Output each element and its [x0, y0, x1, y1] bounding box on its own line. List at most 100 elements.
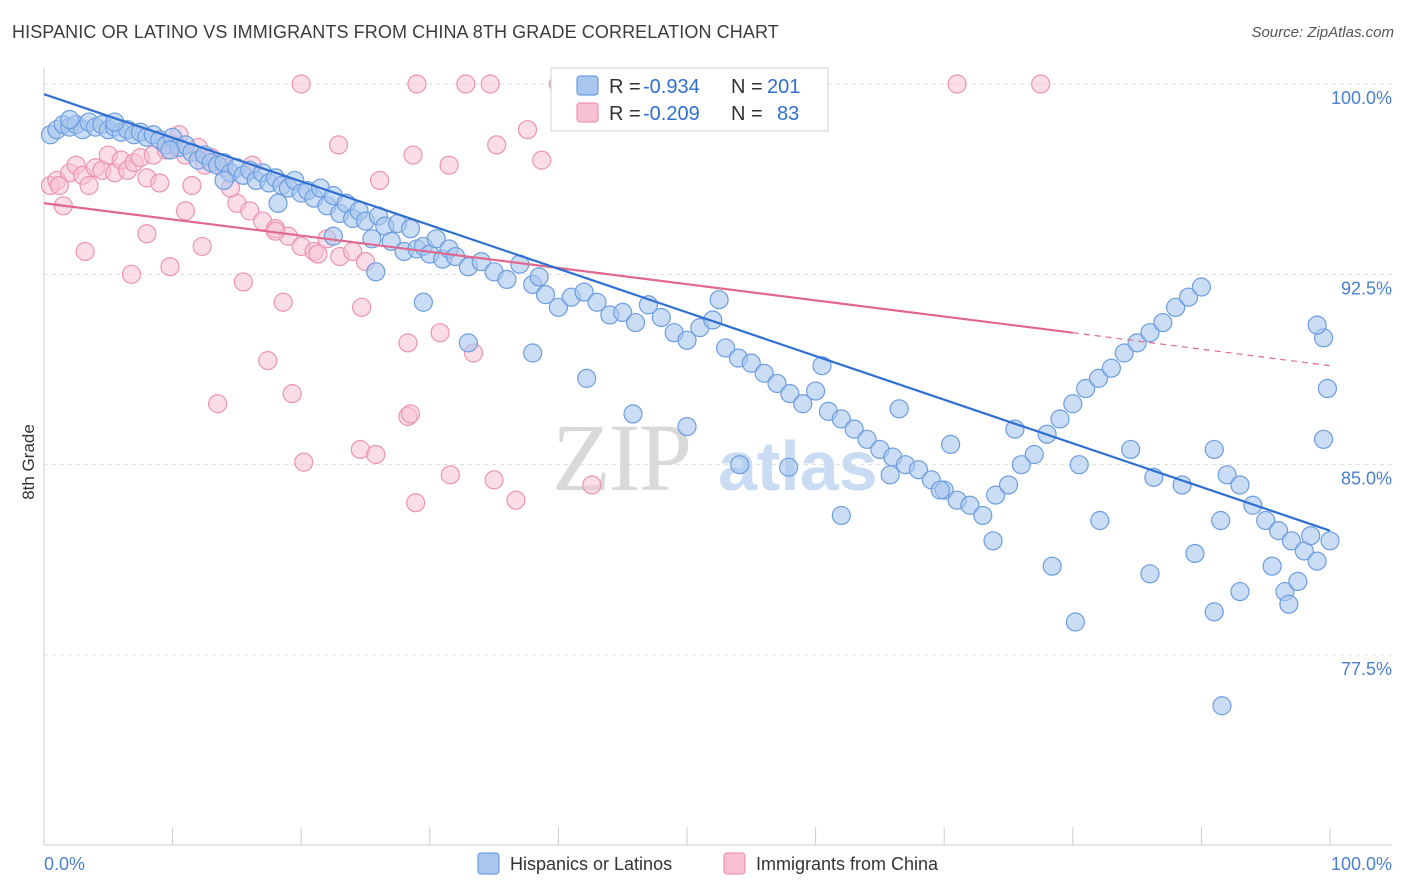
bottom-legend-label-hispanics: Hispanics or Latinos	[510, 854, 672, 874]
point-china-69	[400, 404, 421, 424]
point-china-58	[480, 74, 500, 94]
point-china-46	[398, 333, 418, 353]
point-hispanic-122	[1204, 439, 1224, 460]
point-china-49	[328, 135, 349, 155]
legend-r-value-1: -0.934	[643, 76, 700, 98]
stats-legend: R = -0.934 N = 201 R = -0.209 N = 83	[550, 67, 829, 132]
point-hispanic-113	[1088, 368, 1109, 388]
legend-swatch-china	[576, 102, 599, 123]
point-hispanic-133	[709, 290, 729, 310]
trend-line-hispanic	[43, 93, 1331, 532]
point-china-17	[150, 173, 170, 193]
point-hispanic-169	[523, 343, 543, 363]
legend-n-value-1: 201	[767, 76, 800, 98]
series-hispanics-or-latinos	[40, 109, 1340, 716]
point-hispanic-140	[1172, 475, 1192, 495]
point-hispanic-149	[1307, 315, 1327, 335]
point-hispanic-121	[1191, 277, 1212, 297]
point-hispanic-104	[973, 505, 993, 526]
point-hispanic-77	[625, 312, 646, 333]
point-hispanic-56	[400, 219, 421, 239]
point-hispanic-73	[574, 282, 594, 302]
point-hispanic-76	[613, 302, 633, 322]
point-hispanic-160	[983, 531, 1003, 551]
point-hispanic-93	[831, 409, 851, 429]
point-china-45	[352, 297, 372, 317]
point-hispanic-130	[1307, 551, 1327, 571]
y-axis-title: 8th Grade	[19, 424, 38, 500]
point-china-73	[406, 493, 426, 513]
point-hispanic-156	[1185, 543, 1205, 564]
point-china-63	[258, 351, 278, 371]
point-hispanic-128	[1281, 531, 1302, 551]
point-china-54	[517, 120, 538, 140]
point-hispanic-123	[1217, 465, 1237, 485]
point-china-6	[79, 175, 99, 196]
point-hispanic-71	[548, 297, 569, 317]
point-hispanic-114	[1101, 358, 1121, 378]
point-hispanic-106	[998, 475, 1019, 495]
legend-n-value-2: 83	[777, 103, 799, 125]
point-hispanic-165	[730, 455, 750, 475]
point-china-61	[1031, 74, 1051, 94]
legend-r-label-1: R =	[609, 76, 641, 98]
point-hispanic-107	[1011, 455, 1031, 475]
point-china-28	[240, 201, 260, 221]
point-hispanic-79	[651, 307, 671, 328]
point-hispanic-167	[623, 404, 643, 424]
point-hispanic-115	[1114, 343, 1134, 363]
point-china-56	[407, 74, 427, 94]
legend-n-label-2: N =	[731, 103, 763, 125]
point-hispanic-168	[577, 368, 597, 388]
point-china-64	[282, 384, 302, 404]
point-hispanic-138	[1069, 455, 1089, 475]
bottom-legend-label-china: Immigrants from China	[756, 854, 939, 874]
point-hispanic-99	[908, 460, 929, 480]
point-hispanic-136	[941, 434, 961, 454]
point-hispanic-91	[805, 381, 826, 401]
point-china-47	[430, 323, 450, 343]
point-hispanic-60	[426, 229, 446, 249]
point-china-65	[294, 452, 314, 472]
grid-layer	[44, 83, 1392, 656]
point-hispanic-176	[160, 140, 180, 160]
series-legend: Hispanics or Latinos Immigrants from Chi…	[477, 852, 939, 875]
point-china-81	[49, 175, 70, 196]
point-hispanic-151	[1204, 602, 1224, 622]
trend-lines	[43, 93, 1331, 532]
y-tick-label-2: 92.5%	[1341, 278, 1392, 298]
point-hispanic-146	[1313, 429, 1334, 449]
point-hispanic-178	[60, 109, 80, 130]
point-hispanic-90	[793, 394, 813, 414]
point-hispanic-132	[529, 267, 549, 287]
watermark-zip: ZIP	[552, 404, 690, 511]
point-hispanic-94	[844, 419, 864, 439]
point-china-43	[273, 292, 293, 312]
chart-title: HISPANIC OR LATINO VS IMMIGRANTS FROM CH…	[12, 22, 779, 42]
point-hispanic-173	[323, 226, 343, 246]
bottom-legend-swatch-hispanics	[477, 852, 500, 875]
point-hispanic-170	[458, 333, 478, 353]
point-china-74	[506, 490, 526, 510]
point-hispanic-126	[1256, 510, 1276, 531]
point-hispanic-112	[1076, 378, 1096, 399]
point-hispanic-127	[1268, 521, 1289, 541]
point-hispanic-131	[1320, 531, 1340, 551]
point-china-72	[582, 475, 602, 495]
point-china-75	[532, 150, 552, 170]
point-hispanic-134	[812, 356, 832, 376]
point-hispanic-86	[741, 353, 761, 373]
point-china-80	[137, 224, 157, 244]
point-hispanic-118	[1153, 312, 1173, 333]
point-hispanic-70	[535, 285, 556, 305]
point-hispanic-89	[780, 384, 800, 404]
y-tick-label-1: 85.0%	[1341, 469, 1392, 489]
x-tick-label-0: 0.0%	[44, 854, 85, 874]
point-hispanic-95	[857, 429, 877, 449]
point-china-62	[208, 394, 228, 414]
point-hispanic-145	[1301, 526, 1321, 546]
axes-layer	[43, 68, 1392, 846]
point-hispanic-152	[1212, 696, 1232, 716]
point-hispanic-103	[960, 495, 980, 515]
